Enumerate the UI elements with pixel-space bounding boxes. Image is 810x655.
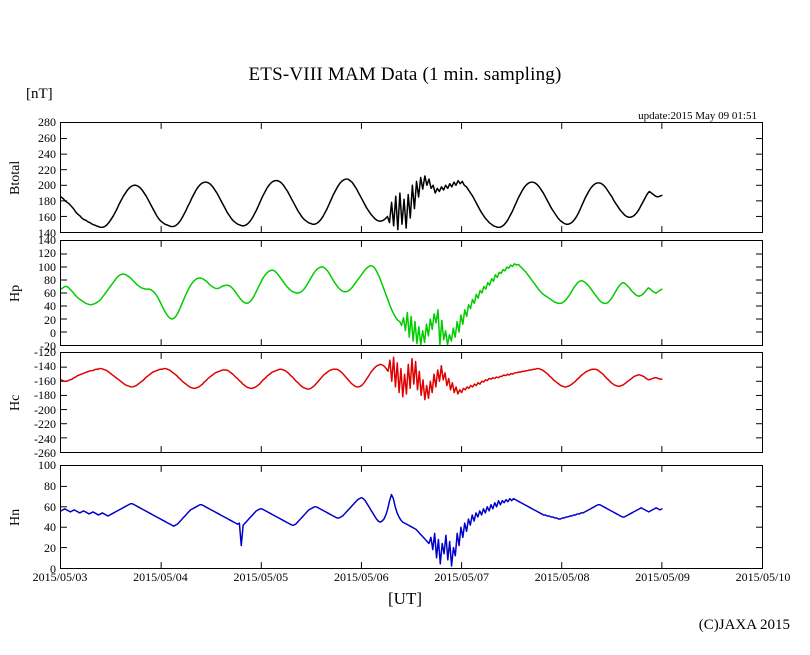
y-tick-label: 200 <box>38 178 56 193</box>
y-tick-label: 240 <box>38 146 56 161</box>
y-tick-label: 100 <box>38 458 56 472</box>
y-tick-label: 60 <box>44 499 56 514</box>
trace-hn <box>61 493 663 567</box>
y-tick-label: 40 <box>44 299 56 314</box>
y-axis-ticks-btotal: 140 160 180 200 220 240 260 280 <box>0 116 60 239</box>
trace-hp <box>61 263 663 345</box>
plot-panel-hp <box>60 240 763 346</box>
y-axis-label-hp: Hp <box>8 284 23 302</box>
y-axis-label-btotal: Btotal <box>8 160 23 195</box>
y-tick-label: -220 <box>34 417 56 432</box>
y-axis-ticks-hc: -260 -240 -220 -200 -180 -160 -140 -120 <box>0 346 60 459</box>
x-tick-label: 2015/05/03 <box>32 570 88 584</box>
chart-title: ETS-VIII MAM Data (1 min. sampling) <box>248 64 562 85</box>
y-tick-label: 80 <box>44 272 56 287</box>
y-axis-ticks-hn: 0 20 40 60 80 100 <box>0 459 60 575</box>
y-unit-label: [nT] <box>26 86 53 102</box>
plot-panel-btotal <box>60 122 763 233</box>
y-tick-label: 0 <box>50 562 56 576</box>
y-tick-label: 40 <box>44 520 56 535</box>
plot-panel-hc <box>60 352 763 453</box>
x-axis-title: [UT] <box>388 589 422 608</box>
y-axis-label-hn: Hn <box>8 508 23 526</box>
y-tick-label: -200 <box>34 402 56 417</box>
y-tick-label: 280 <box>38 115 56 129</box>
y-tick-label: -240 <box>34 431 56 446</box>
trace-btotal <box>61 175 663 231</box>
plot-panel-hn <box>60 465 763 569</box>
x-tick-label: 2015/05/04 <box>133 570 188 584</box>
y-axis-label-hc: Hc <box>8 394 23 411</box>
y-tick-label: -120 <box>34 345 56 359</box>
y-tick-label: 80 <box>44 478 56 493</box>
y-tick-label: 0 <box>50 325 56 340</box>
y-tick-label: 260 <box>38 130 56 145</box>
y-tick-label: 120 <box>38 246 56 261</box>
y-tick-label: 180 <box>38 194 56 209</box>
y-axis-ticks-hp: -20 0 20 40 60 80 100 120 140 <box>0 234 60 352</box>
copyright-credit: (C)JAXA 2015 <box>698 617 790 633</box>
y-tick-label: 220 <box>38 162 56 177</box>
update-timestamp: update:2015 May 09 01:51 <box>638 110 757 122</box>
x-tick-label: 2015/05/09 <box>635 570 690 584</box>
y-tick-label: 100 <box>38 259 56 274</box>
trace-hc <box>61 356 663 401</box>
y-tick-label: -20 <box>40 339 56 353</box>
y-tick-label: 140 <box>38 233 56 247</box>
y-tick-label: -260 <box>34 446 56 460</box>
x-tick-label: 2015/05/08 <box>534 570 590 584</box>
y-tick-label: 60 <box>44 286 56 300</box>
y-tick-label: 20 <box>44 312 56 327</box>
y-tick-label: 160 <box>38 210 56 225</box>
y-tick-label: 140 <box>38 226 56 240</box>
x-tick-label: 2015/05/06 <box>333 570 389 584</box>
y-tick-label: -180 <box>34 388 56 403</box>
x-tick-label: 2015/05/10 <box>735 570 791 584</box>
x-tick-label: 2015/05/05 <box>233 570 289 584</box>
y-tick-label: -160 <box>34 373 56 388</box>
y-tick-label: 20 <box>44 541 56 556</box>
x-tick-label: 2015/05/07 <box>434 570 490 584</box>
y-tick-label: -140 <box>34 359 56 374</box>
